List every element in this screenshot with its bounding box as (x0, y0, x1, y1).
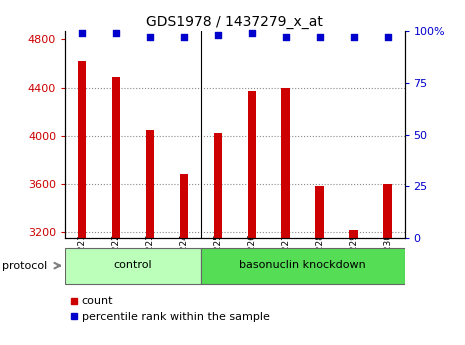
Bar (201, 248, 405, 284)
Point (384, 34, 391, 40)
Text: basonuclin knockdown: basonuclin knockdown (239, 260, 366, 270)
Legend: count, percentile rank within the sample: count, percentile rank within the sample (71, 296, 270, 322)
Point (316, 34, 324, 40)
Title: GDS1978 / 1437279_x_at: GDS1978 / 1437279_x_at (146, 14, 323, 29)
Bar (349, 230, 358, 238)
Point (180, 34, 187, 40)
Bar (146, 130, 154, 238)
Point (214, 32, 221, 38)
Point (112, 30, 120, 36)
Bar (315, 186, 324, 238)
Bar (65, 248, 201, 284)
Bar (247, 91, 256, 238)
Bar (213, 134, 222, 238)
Point (350, 34, 357, 40)
Point (78, 30, 86, 36)
Point (282, 34, 289, 40)
Point (146, 34, 153, 40)
Bar (179, 174, 188, 238)
Text: control: control (113, 260, 153, 270)
Bar (78, 61, 86, 238)
Bar (281, 88, 290, 238)
Point (248, 30, 255, 36)
Bar (383, 184, 392, 238)
Bar (112, 77, 120, 238)
Text: protocol: protocol (2, 261, 47, 270)
